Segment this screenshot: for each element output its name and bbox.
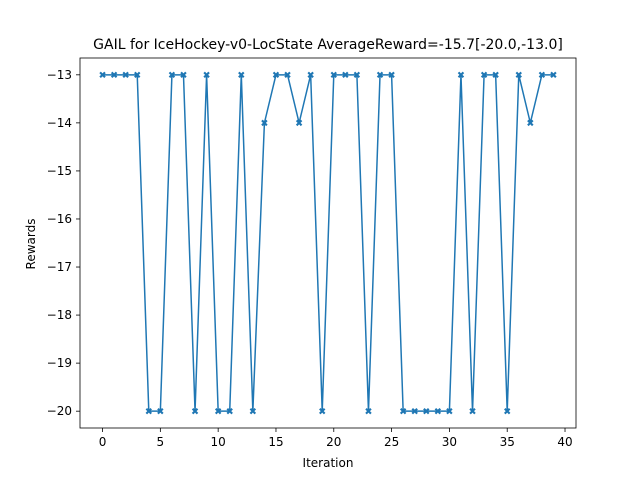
data-point-marker xyxy=(295,119,303,127)
data-point-marker xyxy=(376,71,384,79)
data-point-marker xyxy=(342,71,349,79)
data-point-marker xyxy=(238,71,245,79)
data-point-marker xyxy=(423,407,430,415)
data-point-marker xyxy=(110,71,118,79)
data-point-marker xyxy=(434,407,442,415)
data-point-marker xyxy=(365,407,372,415)
data-point-marker xyxy=(284,71,291,79)
data-point-marker xyxy=(180,71,187,79)
data-point-marker xyxy=(527,119,534,127)
x-tick-label: 35 xyxy=(500,435,515,449)
plot-area xyxy=(99,71,557,415)
data-point-marker xyxy=(504,407,511,415)
data-point-marker xyxy=(330,71,337,79)
series-line xyxy=(102,74,554,412)
data-point-marker xyxy=(515,71,522,79)
data-point-marker xyxy=(492,71,499,79)
data-point-marker xyxy=(399,407,407,415)
y-tick-label: −15 xyxy=(47,164,72,178)
data-point-marker xyxy=(538,71,546,79)
x-tick-label: 10 xyxy=(211,435,226,449)
y-tick-label: −14 xyxy=(47,116,72,130)
data-point-marker xyxy=(134,71,141,79)
y-axis-ticks: −13 −14 −15 −16 −17 −18 −19 −20 xyxy=(47,68,80,418)
chart-title: GAIL for IceHockey-v0-LocState AverageRe… xyxy=(93,37,563,53)
data-point-marker xyxy=(145,407,152,415)
data-point-marker xyxy=(446,407,453,415)
data-point-marker xyxy=(203,71,210,79)
data-point-marker xyxy=(157,407,164,415)
data-point-marker xyxy=(249,407,257,415)
data-point-marker xyxy=(168,71,176,79)
x-tick-label: 0 xyxy=(99,435,107,449)
data-point-marker xyxy=(411,407,418,415)
x-axis-label: Iteration xyxy=(303,456,354,470)
data-point-marker xyxy=(353,71,361,79)
data-point-marker xyxy=(457,71,465,79)
y-tick-label: −19 xyxy=(47,356,72,370)
y-tick-label: −20 xyxy=(47,404,72,418)
data-point-marker xyxy=(122,71,129,79)
x-tick-label: 5 xyxy=(157,435,165,449)
data-point-marker xyxy=(469,407,476,415)
y-axis-label: Rewards xyxy=(24,219,38,270)
data-point-marker xyxy=(191,407,199,415)
data-point-marker xyxy=(319,407,326,415)
axes-frame xyxy=(79,57,577,429)
y-tick-label: −16 xyxy=(47,212,72,226)
data-point-marker xyxy=(261,119,268,127)
y-tick-label: −17 xyxy=(47,260,72,274)
data-point-marker xyxy=(480,71,488,79)
y-tick-label: −13 xyxy=(47,68,72,82)
x-tick-label: 15 xyxy=(268,435,283,449)
data-point-marker xyxy=(226,407,233,415)
data-point-marker xyxy=(99,71,106,79)
x-tick-label: 25 xyxy=(384,435,399,449)
x-axis-ticks: 0 5 10 15 20 25 30 35 40 xyxy=(99,428,573,449)
x-tick-label: 30 xyxy=(442,435,457,449)
x-tick-label: 40 xyxy=(557,435,572,449)
data-point-marker xyxy=(214,407,222,415)
data-point-marker xyxy=(307,71,314,79)
data-point-marker xyxy=(388,71,395,79)
data-point-marker xyxy=(272,71,280,79)
y-tick-label: −18 xyxy=(47,308,72,322)
x-tick-label: 20 xyxy=(326,435,341,449)
data-point-marker xyxy=(550,71,557,79)
